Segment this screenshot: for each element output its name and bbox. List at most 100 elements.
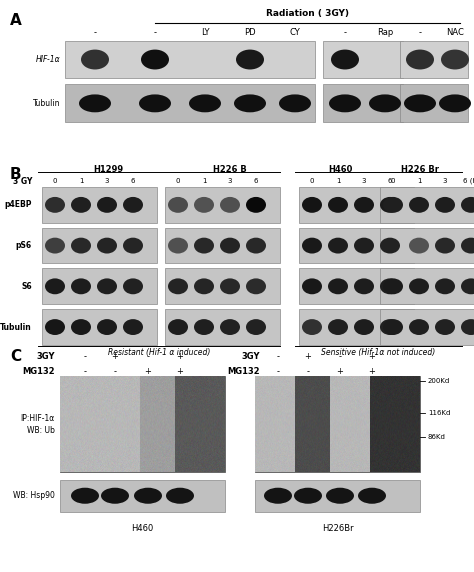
Ellipse shape bbox=[383, 319, 403, 335]
Text: Rap: Rap bbox=[377, 28, 393, 37]
Ellipse shape bbox=[45, 319, 65, 335]
Text: 0: 0 bbox=[53, 178, 57, 184]
Ellipse shape bbox=[194, 237, 214, 253]
Ellipse shape bbox=[246, 319, 266, 335]
Bar bbox=[42, 187, 157, 223]
Text: -: - bbox=[344, 28, 346, 37]
Ellipse shape bbox=[380, 319, 400, 335]
Text: pS6: pS6 bbox=[16, 241, 32, 250]
Bar bbox=[65, 85, 315, 122]
Text: +: + bbox=[369, 367, 375, 376]
Ellipse shape bbox=[194, 319, 214, 335]
Bar bbox=[65, 41, 315, 78]
Ellipse shape bbox=[354, 279, 374, 294]
Ellipse shape bbox=[331, 50, 359, 69]
Text: HIF-1α: HIF-1α bbox=[36, 55, 60, 64]
Bar bbox=[255, 376, 420, 472]
Text: H460: H460 bbox=[131, 524, 154, 533]
Ellipse shape bbox=[139, 94, 171, 112]
Ellipse shape bbox=[369, 94, 401, 112]
Ellipse shape bbox=[383, 279, 403, 294]
Bar bbox=[323, 85, 403, 122]
Ellipse shape bbox=[461, 197, 474, 213]
Text: Radiation ( 3GY): Radiation ( 3GY) bbox=[266, 9, 349, 18]
Text: +: + bbox=[145, 367, 151, 376]
Text: +: + bbox=[176, 367, 183, 376]
Ellipse shape bbox=[264, 488, 292, 504]
Bar bbox=[42, 268, 157, 304]
Text: S6: S6 bbox=[21, 282, 32, 291]
Text: 1: 1 bbox=[79, 178, 83, 184]
Text: C: C bbox=[10, 349, 21, 364]
Ellipse shape bbox=[101, 488, 129, 504]
Text: 6: 6 bbox=[388, 178, 392, 184]
Ellipse shape bbox=[435, 237, 455, 253]
Text: 3: 3 bbox=[443, 178, 447, 184]
Ellipse shape bbox=[45, 197, 65, 213]
Ellipse shape bbox=[409, 197, 429, 213]
Text: -: - bbox=[93, 28, 97, 37]
Bar bbox=[299, 228, 414, 264]
Ellipse shape bbox=[71, 279, 91, 294]
Ellipse shape bbox=[441, 50, 469, 69]
Bar bbox=[42, 309, 157, 345]
Text: 86Kd: 86Kd bbox=[428, 434, 446, 439]
Bar bbox=[299, 309, 414, 345]
Text: H226 B: H226 B bbox=[213, 165, 247, 174]
Ellipse shape bbox=[45, 279, 65, 294]
Ellipse shape bbox=[380, 197, 400, 213]
Ellipse shape bbox=[461, 237, 474, 253]
Ellipse shape bbox=[81, 50, 109, 69]
Ellipse shape bbox=[220, 237, 240, 253]
Ellipse shape bbox=[409, 279, 429, 294]
Text: NAC: NAC bbox=[446, 28, 464, 37]
Text: +: + bbox=[337, 367, 344, 376]
Bar bbox=[60, 480, 225, 512]
Text: H1299: H1299 bbox=[93, 165, 123, 174]
Ellipse shape bbox=[329, 94, 361, 112]
Text: -: - bbox=[83, 352, 86, 361]
Ellipse shape bbox=[326, 488, 354, 504]
Bar bbox=[42, 228, 157, 264]
Bar bbox=[165, 309, 280, 345]
Bar bbox=[299, 187, 414, 223]
Ellipse shape bbox=[220, 319, 240, 335]
Text: 3: 3 bbox=[105, 178, 109, 184]
Ellipse shape bbox=[220, 197, 240, 213]
Ellipse shape bbox=[435, 279, 455, 294]
Text: -: - bbox=[419, 28, 421, 37]
Ellipse shape bbox=[302, 197, 322, 213]
Text: 1: 1 bbox=[417, 178, 421, 184]
Ellipse shape bbox=[168, 197, 188, 213]
Text: 1: 1 bbox=[336, 178, 340, 184]
Ellipse shape bbox=[461, 279, 474, 294]
Ellipse shape bbox=[189, 94, 221, 112]
Ellipse shape bbox=[302, 319, 322, 335]
Ellipse shape bbox=[45, 237, 65, 253]
Bar bbox=[323, 41, 403, 78]
Ellipse shape bbox=[194, 279, 214, 294]
Text: -: - bbox=[276, 367, 280, 376]
Text: 200Kd: 200Kd bbox=[428, 378, 450, 384]
Text: -: - bbox=[154, 28, 156, 37]
Ellipse shape bbox=[141, 50, 169, 69]
Ellipse shape bbox=[168, 319, 188, 335]
Bar bbox=[380, 187, 474, 223]
Text: +: + bbox=[176, 352, 183, 361]
Text: IP:HIF-1α
WB: Ub: IP:HIF-1α WB: Ub bbox=[21, 414, 55, 435]
Ellipse shape bbox=[97, 197, 117, 213]
Ellipse shape bbox=[97, 319, 117, 335]
Text: -: - bbox=[307, 367, 310, 376]
Text: Sensitive (Hif-1α not induced): Sensitive (Hif-1α not induced) bbox=[321, 348, 435, 357]
Ellipse shape bbox=[294, 488, 322, 504]
Ellipse shape bbox=[380, 237, 400, 253]
Text: +: + bbox=[111, 352, 118, 361]
Ellipse shape bbox=[302, 279, 322, 294]
Ellipse shape bbox=[71, 237, 91, 253]
Ellipse shape bbox=[435, 319, 455, 335]
Ellipse shape bbox=[409, 237, 429, 253]
Bar bbox=[165, 228, 280, 264]
Ellipse shape bbox=[168, 237, 188, 253]
Text: Tubulin: Tubulin bbox=[0, 323, 32, 332]
Bar bbox=[165, 187, 280, 223]
